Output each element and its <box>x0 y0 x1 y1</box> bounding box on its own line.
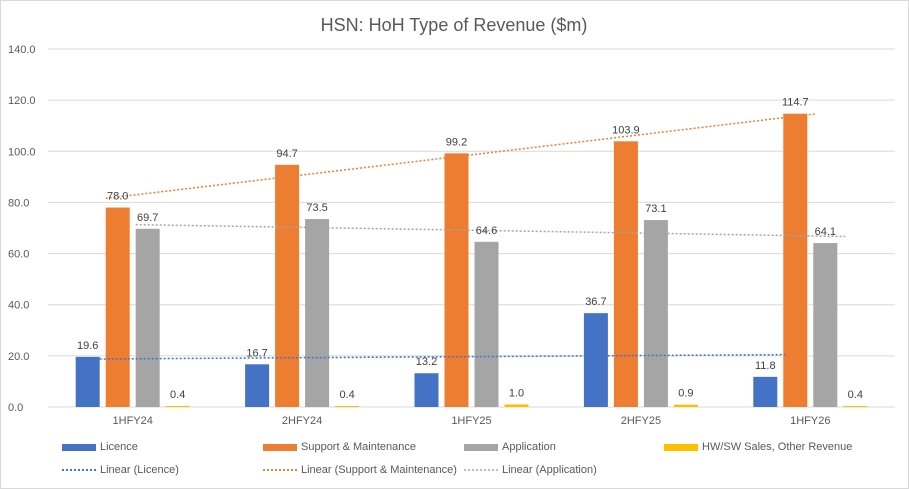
bar <box>813 243 838 407</box>
bar <box>643 220 668 407</box>
bar <box>414 373 439 407</box>
x-tick-label: 1HFY26 <box>790 415 830 427</box>
data-label: 78.0 <box>107 191 128 203</box>
data-label: 13.2 <box>416 356 437 368</box>
legend-swatch <box>263 443 297 451</box>
bar <box>75 356 100 407</box>
data-label: 64.6 <box>476 225 497 237</box>
data-label: 0.4 <box>339 389 354 401</box>
legend-linear-licence: Linear (Licence) <box>62 464 179 476</box>
data-label: 94.7 <box>276 148 297 160</box>
x-tick-label: 2HFY24 <box>282 415 322 427</box>
bar <box>783 113 808 408</box>
legend-swatch <box>464 443 498 451</box>
legend-line <box>62 469 96 471</box>
bar <box>474 241 499 407</box>
legend-line <box>464 469 498 471</box>
bar <box>444 153 469 407</box>
legend-linear-support: Linear (Support & Maintenance) <box>263 464 457 476</box>
legend-item-application: Application <box>464 441 556 453</box>
bar <box>275 164 300 407</box>
data-label: 0.9 <box>678 388 693 400</box>
data-label: 1.0 <box>509 387 524 399</box>
trendline <box>105 113 816 200</box>
x-tick-label: 1HFY24 <box>113 415 153 427</box>
bar <box>135 228 160 407</box>
chart-title: HSN: HoH Type of Revenue ($m) <box>321 15 588 35</box>
legend-swatch <box>664 443 698 451</box>
bar <box>673 404 698 407</box>
legend-label: Linear (Application) <box>502 464 597 476</box>
data-label: 16.7 <box>246 347 267 359</box>
y-tick-label: 100.0 <box>8 146 36 158</box>
data-label: 69.7 <box>137 212 158 224</box>
data-label: 73.5 <box>306 202 327 214</box>
legend-hwsw: HW/SW Sales, Other Revenue <box>664 441 852 453</box>
data-label: 11.8 <box>755 360 776 372</box>
legend-label: HW/SW Sales, Other Revenue <box>702 441 853 453</box>
data-label: 0.4 <box>170 389 185 401</box>
legend-label: Linear (Licence) <box>100 464 179 476</box>
legend-support: Support & Maintenance <box>263 441 416 453</box>
bar <box>504 404 529 407</box>
bar <box>335 405 360 407</box>
data-label: 64.1 <box>815 226 836 238</box>
y-tick-label: 80.0 <box>8 197 29 209</box>
legend-swatch <box>62 443 96 451</box>
bar <box>613 141 638 407</box>
y-tick-label: 0.0 <box>8 402 23 414</box>
data-label: 19.6 <box>77 340 98 352</box>
x-tick-label: 1HFY25 <box>451 415 491 427</box>
data-label: 114.7 <box>782 97 809 109</box>
legend-label: Support & Maintenance <box>301 441 416 453</box>
bar <box>245 364 270 407</box>
legend-label: Linear (Support & Maintenance) <box>301 464 457 476</box>
data-label: 36.7 <box>585 296 606 308</box>
legend-label: Licence <box>100 441 138 453</box>
y-tick-label: 60.0 <box>8 249 29 261</box>
y-tick-label: 140.0 <box>8 44 36 56</box>
data-label: 99.2 <box>446 136 467 148</box>
legend-licence: Licence <box>62 441 138 453</box>
legend-line <box>263 469 297 471</box>
bar <box>305 219 330 407</box>
legend-label: Application <box>502 441 556 453</box>
x-tick-label: 2HFY25 <box>621 415 661 427</box>
bar <box>165 405 190 407</box>
data-label: 0.4 <box>848 389 863 401</box>
y-tick-label: 40.0 <box>8 300 29 312</box>
y-tick-label: 120.0 <box>8 95 36 107</box>
bar <box>843 405 868 407</box>
y-tick-label: 20.0 <box>8 351 29 363</box>
bar <box>105 207 130 407</box>
data-label: 73.1 <box>645 203 666 215</box>
legend-linear-application: Linear (Application) <box>464 464 597 476</box>
data-label: 103.9 <box>612 124 640 136</box>
bar <box>583 313 608 407</box>
bar <box>753 376 778 407</box>
